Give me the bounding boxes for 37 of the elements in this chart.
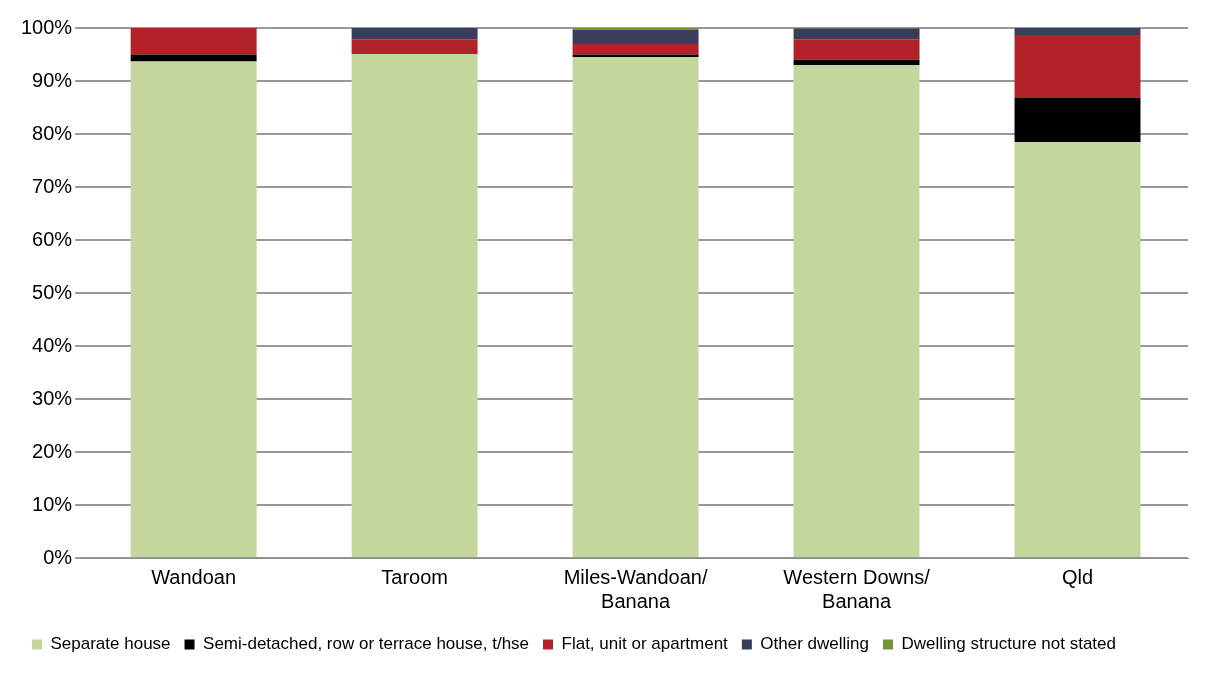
- bar: [793, 39, 920, 60]
- y-tick-label: 90%: [32, 68, 73, 91]
- x-tick-label: Taroom: [381, 565, 448, 588]
- bar: [793, 28, 920, 40]
- y-tick-label: 100%: [21, 15, 73, 38]
- bar: [793, 59, 920, 66]
- bar: [1014, 141, 1141, 557]
- x-tick-label: Western Downs/ Banana: [783, 565, 931, 612]
- y-tick-label: 20%: [32, 439, 73, 462]
- bar: [1014, 34, 1141, 98]
- legend-label: Other dwelling: [760, 634, 869, 654]
- legend-label: Dwelling structure not stated: [901, 634, 1116, 654]
- legend-label: Separate house: [50, 634, 171, 654]
- bar: [351, 53, 478, 557]
- bar: [793, 65, 920, 557]
- y-tick-label: 50%: [32, 280, 73, 303]
- bar: [572, 43, 699, 55]
- x-tick-label: Wandoan: [151, 565, 237, 588]
- x-tick-label: Qld: [1061, 565, 1094, 588]
- legend-label: Semi-detached, row or terrace house, t/hse: [203, 634, 530, 654]
- bar: [572, 57, 699, 557]
- y-tick-label: 80%: [32, 121, 73, 144]
- y-tick-label: 40%: [32, 333, 73, 356]
- bar: [572, 29, 699, 44]
- bar: [130, 61, 257, 557]
- legend-label: Flat, unit or apartment: [561, 634, 729, 654]
- y-tick-label: 60%: [32, 227, 73, 250]
- y-tick-label: 0%: [43, 545, 73, 568]
- bar: [1014, 28, 1141, 35]
- x-tick-label: Miles-Wandoan/ Banana: [563, 565, 708, 612]
- bar: [351, 39, 478, 54]
- y-tick-label: 30%: [32, 386, 73, 409]
- bar: [1014, 97, 1141, 142]
- bar: [351, 28, 478, 40]
- y-tick-label: 70%: [32, 174, 73, 197]
- bar: [130, 28, 257, 55]
- y-tick-label: 10%: [32, 492, 73, 515]
